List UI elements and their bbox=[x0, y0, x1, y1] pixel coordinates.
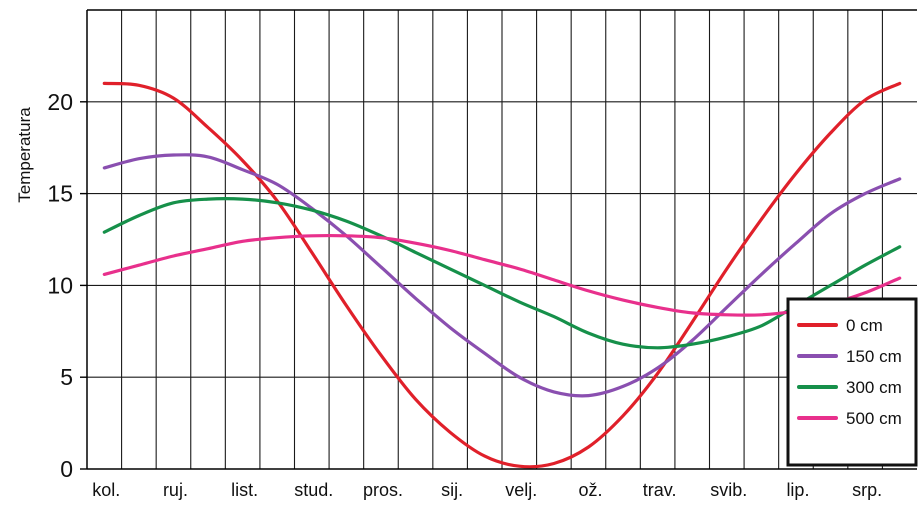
legend: 0 cm 150 cm 300 cm 500 cm bbox=[786, 297, 918, 467]
x-tick-label: stud. bbox=[294, 480, 333, 500]
series-lines bbox=[102, 81, 902, 469]
x-tick-label: kol. bbox=[92, 480, 120, 500]
x-tick-label: pros. bbox=[363, 480, 403, 500]
y-tick-label: 15 bbox=[47, 181, 73, 207]
legend-label: 0 cm bbox=[846, 316, 883, 335]
plot-frame bbox=[86, 9, 917, 470]
legend-label: 300 cm bbox=[846, 378, 902, 397]
series-line-0 bbox=[102, 81, 902, 469]
x-tick-label: ož. bbox=[578, 480, 602, 500]
x-tick-label: sij. bbox=[441, 480, 463, 500]
x-tick-label: srp. bbox=[852, 480, 882, 500]
x-tick-label: svib. bbox=[710, 480, 747, 500]
x-tick-label: trav. bbox=[643, 480, 677, 500]
x-tick-label: velj. bbox=[505, 480, 537, 500]
y-axis-ticks: 0 5 10 15 20 bbox=[47, 89, 87, 482]
x-tick-label: ruj. bbox=[163, 480, 188, 500]
x-axis-ticks: kol. ruj. list. stud. pros. sij. velj. ož. trav.… bbox=[92, 480, 882, 500]
series-line-1 bbox=[102, 153, 902, 398]
y-tick-label: 0 bbox=[60, 456, 73, 482]
y-axis-label: Temperatura bbox=[15, 107, 34, 203]
x-tick-label: lip. bbox=[786, 480, 809, 500]
series-line-2 bbox=[102, 197, 902, 350]
y-tick-label: 5 bbox=[60, 364, 73, 390]
series-line-3 bbox=[102, 233, 902, 317]
legend-label: 500 cm bbox=[846, 409, 902, 428]
legend-label: 150 cm bbox=[846, 347, 902, 366]
x-tick-label: list. bbox=[231, 480, 258, 500]
y-tick-label: 10 bbox=[47, 272, 73, 298]
y-tick-label: 20 bbox=[47, 89, 73, 115]
